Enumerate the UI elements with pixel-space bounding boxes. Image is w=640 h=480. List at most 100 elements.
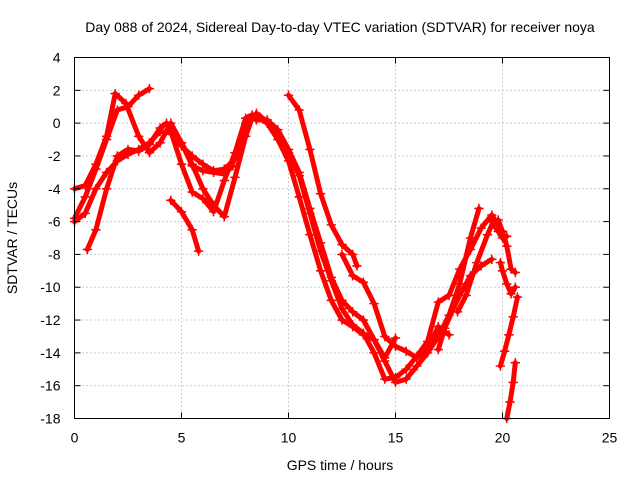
x-tick-label: 5 [178,430,186,446]
data-point-marker [101,167,112,178]
data-point-marker [283,144,294,155]
data-point-marker [240,131,251,142]
data-point-marker [380,356,390,366]
data-point-marker [101,131,112,142]
data-point-marker [305,229,315,240]
data-point-marker [219,211,230,222]
y-tick-label: -16 [40,378,60,394]
data-point-marker [187,224,197,235]
data-point-marker [439,323,450,334]
data-point-marker [91,224,101,235]
data-point-marker [352,261,362,271]
data-point-marker [465,233,476,243]
data-point-marker [251,115,262,125]
x-tick-label: 25 [602,430,618,446]
data-point-marker [230,172,240,183]
series-line [72,91,236,192]
data-point-marker [369,348,379,358]
data-point-marker [337,315,347,325]
series-line [179,115,482,385]
data-point-marker [412,361,422,371]
data-point-marker [508,311,518,322]
data-point-marker [80,208,90,219]
data-point-marker [82,244,93,255]
data-point-marker [512,292,523,302]
data-point-marker [358,277,369,288]
data-point-marker [444,290,454,301]
data-point-marker [166,126,176,137]
data-point-marker [401,346,411,357]
series-track-12 [493,215,521,278]
data-point-marker [144,139,155,150]
series-line [435,256,495,353]
data-point-marker [506,288,516,299]
data-point-marker [294,105,304,115]
data-point-marker [187,159,197,169]
data-point-marker [337,239,347,250]
data-point-marker [433,297,444,307]
data-point-marker [337,249,347,260]
y-tick-label: -14 [40,345,60,361]
data-point-marker [155,123,165,133]
data-point-marker [504,330,514,340]
data-point-marker [452,307,463,317]
series-track-7 [283,90,362,271]
data-point-marker [347,321,358,332]
data-point-marker [454,279,465,289]
series-line [72,86,152,221]
data-point-marker [401,364,411,375]
series-line [504,360,518,421]
data-point-marker [505,397,515,407]
data-point-marker [144,147,155,158]
data-point-marker [208,165,219,176]
data-series-group [69,83,523,424]
data-point-marker [144,83,155,94]
data-point-marker [294,167,304,178]
data-point-marker [326,220,337,230]
data-point-marker [337,303,347,314]
data-point-marker [305,144,315,155]
data-point-marker [493,215,504,225]
data-point-marker [110,88,120,99]
data-point-marker [501,241,512,252]
data-point-marker [461,290,471,301]
data-point-marker [121,98,131,109]
y-axis-label: SDTVAR / TECUs [4,182,20,294]
x-tick-label: 20 [495,430,511,446]
data-point-marker [326,272,337,283]
data-point-marker [358,330,369,340]
data-point-marker [499,346,510,357]
data-point-marker [474,203,484,214]
y-tick-label: -2 [48,148,61,164]
data-point-marker [444,330,454,340]
data-point-marker [487,216,497,227]
series-track-8 [337,249,454,363]
data-point-marker [305,203,315,214]
data-point-marker [347,249,358,260]
grid-lines [74,57,610,419]
data-point-marker [187,187,197,197]
y-tick-label: -18 [40,411,60,427]
data-point-marker [176,206,187,217]
data-point-marker [230,147,240,158]
data-point-marker [476,223,486,233]
x-tick-label: 15 [388,430,404,446]
data-point-marker [112,105,123,115]
data-point-marker [390,377,401,388]
data-point-marker [482,229,493,240]
data-point-marker [497,266,508,276]
y-tick-label: -10 [40,279,60,295]
data-point-marker [166,195,176,206]
data-point-marker [198,159,208,169]
data-point-marker [422,344,433,355]
x-axis-label: GPS time / hours [287,457,394,473]
x-tick-label: 0 [71,430,79,446]
data-point-marker [133,131,144,142]
y-tick-label: 0 [53,115,61,131]
y-tick-label: -6 [48,214,61,230]
y-tick-label: -4 [48,181,61,197]
data-point-marker [369,298,379,309]
data-point-marker [510,267,521,278]
